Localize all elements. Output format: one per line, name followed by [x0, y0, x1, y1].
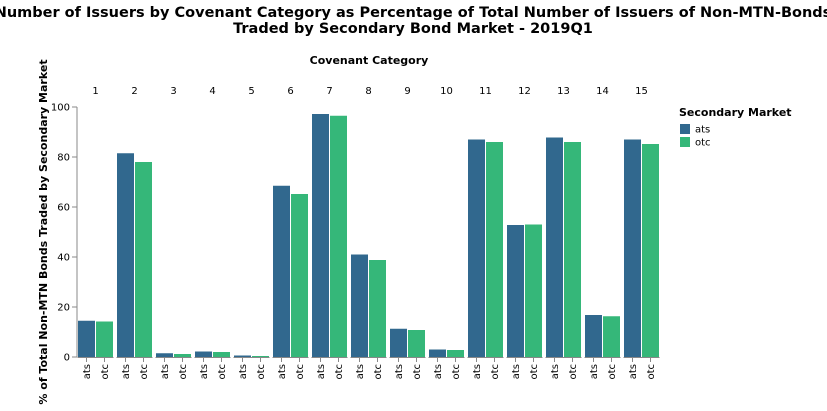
- y-axis-label: % of Total Non-MTN Bonds Traded by Secon…: [37, 59, 50, 404]
- y-tick-label: 80: [57, 153, 70, 164]
- x-tick-label: ats: [277, 364, 288, 379]
- legend-label-otc: otc: [695, 138, 711, 149]
- legend-swatch-ats: [680, 124, 690, 134]
- column-label: 3: [170, 86, 176, 97]
- bar-ats-10: [429, 349, 446, 357]
- bar-ats-4: [195, 351, 212, 357]
- bar-ats-14: [585, 315, 602, 357]
- bar-ats-8: [351, 254, 368, 357]
- column-label: 9: [404, 86, 410, 97]
- x-tick-label: ats: [589, 364, 600, 379]
- x-tick-label: ats: [550, 364, 561, 379]
- bar-ats-9: [390, 328, 407, 357]
- y-tick-label: 40: [57, 253, 70, 264]
- bar-ats-13: [546, 137, 563, 357]
- x-tick-label: otc: [256, 364, 267, 380]
- x-tick-label: ats: [472, 364, 483, 379]
- x-tick-label: otc: [295, 364, 306, 380]
- bar-ats-2: [117, 153, 134, 357]
- column-label: 10: [440, 86, 453, 97]
- x-tick-label: otc: [178, 364, 189, 380]
- column-label: 14: [596, 86, 609, 97]
- x-tick-label: otc: [451, 364, 462, 380]
- chart-title: Number of Issuers by Covenant Category a…: [0, 5, 827, 21]
- bar-otc-13: [564, 142, 581, 357]
- y-tick-label: 60: [57, 203, 70, 214]
- bar-otc-9: [408, 330, 425, 357]
- bar-ats-6: [273, 185, 290, 357]
- bar-otc-14: [603, 316, 620, 357]
- x-tick-label: ats: [394, 364, 405, 379]
- bar-otc-1: [96, 321, 113, 357]
- x-tick-label: otc: [607, 364, 618, 380]
- legend-label-ats: ats: [695, 125, 710, 136]
- x-tick-label: ats: [511, 364, 522, 379]
- column-label: 8: [365, 86, 371, 97]
- bar-otc-10: [447, 350, 464, 357]
- bar-otc-11: [486, 142, 503, 357]
- bar-otc-5: [252, 356, 269, 357]
- legend: Secondary Market ats otc: [679, 106, 792, 149]
- legend-title: Secondary Market: [679, 106, 792, 119]
- column-label: 5: [248, 86, 254, 97]
- bar-otc-2: [135, 162, 152, 357]
- x-tick-label: ats: [199, 364, 210, 379]
- x-tick-label: ats: [355, 364, 366, 379]
- chart-subtitle: Traded by Secondary Bond Market - 2019Q1: [233, 21, 593, 37]
- y-tick-label: 100: [51, 103, 70, 114]
- bar-otc-15: [642, 144, 659, 357]
- y-tick-label: 20: [57, 303, 70, 314]
- x-tick-label: ats: [433, 364, 444, 379]
- column-label: 4: [209, 86, 215, 97]
- bar-otc-12: [525, 224, 542, 357]
- x-tick-label: otc: [529, 364, 540, 380]
- bar-otc-7: [330, 115, 347, 357]
- x-tick-label: ats: [121, 364, 132, 379]
- x-tick-label: otc: [139, 364, 150, 380]
- x-tick-label: ats: [238, 364, 249, 379]
- bar-ats-3: [156, 353, 173, 357]
- column-label: 12: [518, 86, 531, 97]
- column-label: 7: [326, 86, 332, 97]
- bar-ats-7: [312, 114, 329, 357]
- bar-ats-5: [234, 355, 251, 357]
- bar-otc-8: [369, 260, 386, 357]
- column-label: 1: [92, 86, 98, 97]
- x-tick-label: otc: [568, 364, 579, 380]
- bar-ats-15: [624, 139, 641, 357]
- x-tick-label: ats: [316, 364, 327, 379]
- x-tick-label: otc: [373, 364, 384, 380]
- x-tick-label: otc: [646, 364, 657, 380]
- x-tick-label: ats: [82, 364, 93, 379]
- y-tick-label: 0: [64, 353, 70, 364]
- column-label: 2: [131, 86, 137, 97]
- column-label: 11: [479, 86, 492, 97]
- column-header: Covenant Category: [310, 54, 429, 67]
- column-label: 6: [287, 86, 293, 97]
- x-tick-label: otc: [217, 364, 228, 380]
- bar-ats-12: [507, 225, 524, 357]
- bar-ats-11: [468, 139, 485, 357]
- column-label: 13: [557, 86, 570, 97]
- x-tick-label: ats: [160, 364, 171, 379]
- x-tick-label: otc: [490, 364, 501, 380]
- x-tick-label: ats: [628, 364, 639, 379]
- x-tick-label: otc: [412, 364, 423, 380]
- bar-ats-1: [78, 320, 95, 357]
- x-tick-label: otc: [100, 364, 111, 380]
- x-tick-label: otc: [334, 364, 345, 380]
- column-label: 15: [635, 86, 648, 97]
- legend-swatch-otc: [680, 137, 690, 147]
- bar-otc-3: [174, 354, 191, 357]
- bar-otc-6: [291, 194, 308, 357]
- bar-otc-4: [213, 352, 230, 357]
